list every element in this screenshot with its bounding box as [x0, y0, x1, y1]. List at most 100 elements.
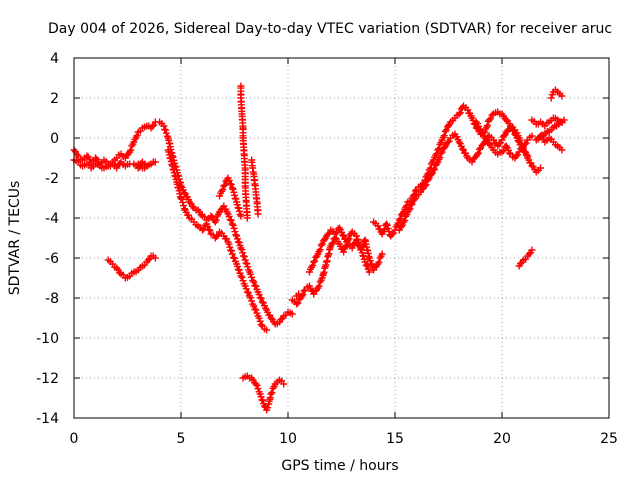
data-point: [437, 149, 445, 157]
series-track-rise-b: [305, 224, 373, 276]
data-point: [230, 224, 238, 232]
x-tick-label: 15: [386, 431, 404, 447]
data-point: [522, 139, 530, 147]
data-point: [133, 132, 141, 140]
data-point: [242, 285, 250, 293]
data-point: [456, 109, 464, 117]
data-point: [229, 185, 237, 193]
data-point: [348, 244, 356, 252]
data-point: [249, 277, 257, 285]
data-point: [213, 232, 221, 240]
data-point: [400, 218, 408, 226]
data-point: [410, 196, 418, 204]
data-point: [350, 240, 358, 248]
data-point: [232, 231, 240, 239]
series-track-late-peak: [547, 86, 566, 102]
data-point: [498, 148, 506, 156]
data-point: [438, 148, 446, 156]
data-point: [252, 282, 260, 290]
data-point: [205, 226, 213, 234]
data-point: [455, 110, 463, 118]
data-point: [233, 201, 241, 209]
data-point: [328, 240, 336, 248]
data-point: [225, 177, 233, 184]
data-point: [505, 125, 513, 133]
data-point: [247, 270, 255, 278]
y-tick-label: 4: [50, 51, 59, 67]
data-point: [325, 229, 333, 237]
plot-frame: [73, 57, 610, 419]
data-point: [442, 126, 450, 134]
data-point: [228, 250, 236, 258]
data-point: [220, 182, 228, 190]
data-point: [221, 181, 229, 189]
data-point: [206, 226, 214, 234]
data-point: [505, 149, 513, 157]
data-point: [151, 254, 159, 262]
data-point: [257, 321, 265, 329]
data-point: [160, 122, 168, 130]
data-point: [231, 254, 238, 262]
data-point: [331, 230, 339, 238]
data-point: [365, 268, 373, 276]
data-point: [396, 215, 404, 223]
data-point: [148, 122, 156, 130]
data-point: [198, 226, 206, 234]
data-point: [255, 291, 263, 298]
data-point: [197, 211, 205, 219]
data-point: [267, 314, 275, 322]
series-track-main-c: [156, 118, 296, 328]
data-point: [317, 241, 325, 249]
data-point: [434, 146, 442, 154]
series-track-isolated-e: [293, 290, 303, 300]
data-point: [382, 220, 390, 228]
series-track-spike-a: [237, 82, 251, 222]
data-point: [229, 254, 237, 262]
data-point: [504, 126, 512, 134]
data-point: [204, 223, 212, 230]
series-track-isolated-a: [104, 252, 159, 282]
data-point: [483, 122, 491, 129]
data-point: [180, 189, 188, 197]
data-point: [444, 138, 452, 146]
data-point: [237, 212, 245, 220]
data-point: [144, 256, 152, 264]
data-point: [180, 205, 188, 213]
data-point: [295, 290, 303, 298]
data-point: [226, 243, 234, 251]
data-point: [324, 230, 332, 238]
data-point: [394, 219, 402, 227]
data-point: [390, 229, 398, 237]
data-point: [151, 158, 159, 166]
data-point: [517, 260, 525, 268]
data-point: [236, 210, 244, 218]
data-point: [441, 127, 449, 135]
series-track-rise-c: [370, 102, 532, 240]
data-point: [229, 221, 237, 229]
data-point: [315, 282, 323, 290]
data-points: [70, 82, 568, 414]
data-point: [113, 164, 121, 172]
series-track-rise-d: [395, 122, 545, 234]
series-track-main-a: [70, 118, 159, 168]
data-point: [254, 385, 262, 393]
series-track-rise-a: [288, 228, 386, 308]
data-point: [436, 154, 444, 162]
data-point: [244, 289, 252, 297]
series-track-spike-b: [248, 156, 262, 218]
data-point: [252, 306, 260, 314]
data-point: [256, 317, 264, 325]
grid: [74, 58, 609, 418]
data-point: [487, 115, 495, 123]
data-point: [248, 273, 256, 281]
data-point: [440, 132, 448, 140]
data-point: [225, 213, 233, 220]
y-tick-label: -2: [45, 171, 59, 187]
data-point: [431, 165, 439, 173]
data-point: [525, 250, 533, 258]
data-point: [243, 214, 251, 222]
data-point: [219, 186, 227, 194]
data-point: [227, 216, 235, 224]
data-point: [360, 252, 368, 260]
